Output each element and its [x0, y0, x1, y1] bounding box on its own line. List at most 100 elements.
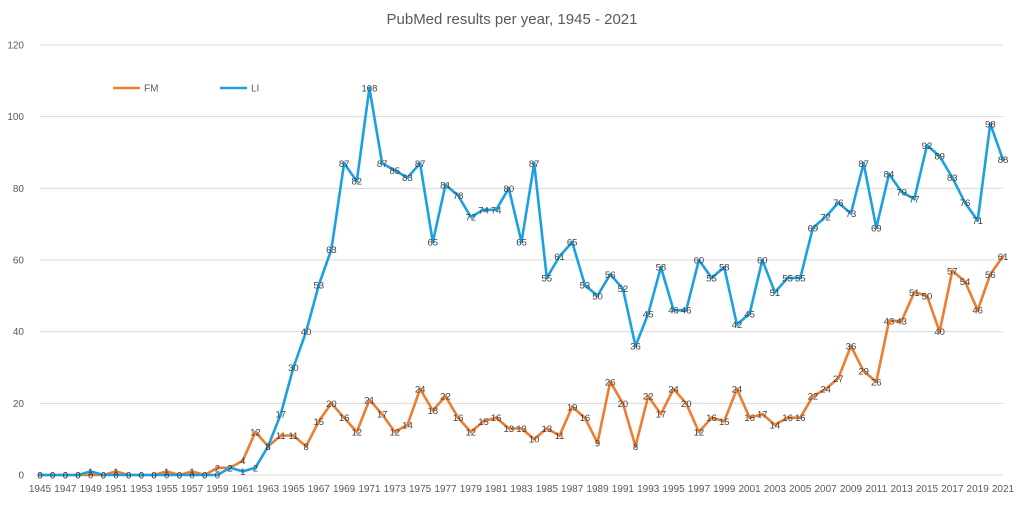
data-point-li [405, 176, 409, 180]
data-point-fm [114, 469, 118, 473]
data-point-fm [355, 430, 359, 434]
y-tick-label: 120 [7, 41, 24, 52]
data-point-li [165, 473, 169, 477]
x-tick-label: 1955 [156, 484, 179, 495]
x-tick-label: 1947 [54, 484, 77, 495]
data-point-fm [646, 394, 650, 398]
y-axis-ticks: 0 20 40 60 80 100 120 [7, 41, 24, 482]
data-label-fm: 54 [960, 277, 971, 288]
data-point-li [380, 161, 384, 165]
data-point-li [811, 226, 815, 230]
data-point-fm [165, 469, 169, 473]
data-label-fm: 8 [265, 442, 270, 453]
x-tick-label: 1949 [80, 484, 103, 495]
data-label-li: 0 [164, 471, 169, 482]
data-label-li: 77 [909, 195, 920, 206]
data-label-li: 53 [580, 281, 591, 292]
data-label-fm: 0 [75, 471, 80, 482]
data-point-li [456, 194, 460, 197]
data-label-fm: 22 [808, 392, 819, 403]
x-tick-label: 2015 [916, 484, 939, 495]
data-point-li [139, 473, 143, 477]
data-label-li: 87 [858, 159, 869, 170]
data-label-fm: 24 [732, 385, 743, 396]
data-label-fm: 2 [215, 463, 220, 474]
data-label-li: 81 [440, 180, 451, 191]
data-label-li: 65 [516, 238, 527, 249]
data-label-fm: 26 [605, 377, 616, 388]
data-label-li: 58 [656, 263, 667, 274]
data-point-li [862, 161, 866, 165]
data-point-fm [418, 387, 422, 391]
series-line-li [40, 86, 1005, 477]
data-label-fm: 20 [681, 399, 692, 410]
data-point-fm [405, 423, 409, 427]
data-point-fm [89, 473, 93, 477]
data-label-li: 42 [732, 320, 743, 331]
x-tick-label: 1989 [586, 484, 609, 495]
data-label-li: 0 [75, 471, 80, 482]
data-label-li: 98 [985, 119, 996, 130]
data-label-fm: 8 [633, 442, 638, 453]
data-label-fm: 16 [339, 413, 350, 424]
data-label-fm: 4 [240, 456, 245, 467]
data-label-fm: 40 [934, 327, 945, 338]
data-point-li [583, 283, 587, 287]
data-label-li: 55 [795, 273, 806, 284]
data-label-li: 85 [390, 166, 401, 177]
data-label-li: 0 [215, 471, 220, 482]
data-label-li: 76 [960, 198, 971, 209]
data-point-fm [481, 419, 485, 423]
data-label-li: 0 [189, 471, 194, 482]
data-point-li [976, 219, 980, 223]
data-label-fm: 1 [164, 467, 169, 478]
x-tick-label: 1999 [713, 484, 736, 495]
data-label-fm: 16 [706, 413, 717, 424]
x-tick-label: 2009 [840, 484, 863, 495]
data-point-li [722, 265, 726, 269]
legend-label-li: LI [251, 84, 259, 95]
data-point-li [773, 290, 777, 294]
data-point-fm [773, 423, 777, 427]
data-label-li: 69 [871, 223, 882, 234]
data-label-li: 76 [833, 198, 844, 209]
data-label-li: 55 [782, 273, 793, 284]
data-point-fm [507, 426, 511, 430]
data-label-fm: 15 [478, 417, 489, 428]
data-point-li [253, 466, 257, 470]
data-point-li [291, 366, 295, 369]
data-label-fm: 13 [542, 424, 553, 435]
data-label-li: 36 [630, 342, 641, 353]
data-point-li [266, 444, 270, 448]
data-point-fm [925, 294, 929, 298]
data-label-fm: 0 [50, 471, 55, 482]
x-axis-ticks: 1945 1947 1949 1951 1953 1955 1957 1959 1961 1963… [29, 484, 1015, 495]
data-point-li [342, 161, 346, 165]
data-point-li [469, 215, 473, 219]
data-point-fm [520, 426, 523, 430]
data-label-li: 83 [947, 173, 958, 184]
data-point-fm [608, 380, 612, 384]
x-tick-label: 2021 [992, 484, 1015, 495]
data-point-li [481, 208, 485, 212]
data-point-fm [798, 416, 802, 420]
data-label-li: 0 [101, 471, 106, 482]
data-label-fm: 0 [139, 471, 144, 482]
data-label-li: 1 [240, 467, 245, 478]
data-label-li: 65 [428, 238, 439, 249]
data-label-fm: 18 [428, 406, 439, 417]
data-label-li: 82 [351, 177, 362, 188]
y-tick-label: 0 [18, 471, 24, 482]
x-tick-label: 2001 [738, 484, 761, 495]
x-tick-label: 1965 [282, 484, 305, 495]
data-point-fm [367, 398, 371, 402]
data-label-fm: 16 [453, 413, 464, 424]
data-point-fm [431, 409, 435, 412]
x-tick-label: 2019 [967, 484, 990, 495]
x-tick-label: 1997 [688, 484, 711, 495]
data-label-li: 0 [151, 471, 156, 482]
data-point-fm [710, 416, 714, 420]
data-point-fm [621, 401, 625, 405]
data-label-li: 69 [808, 223, 819, 234]
